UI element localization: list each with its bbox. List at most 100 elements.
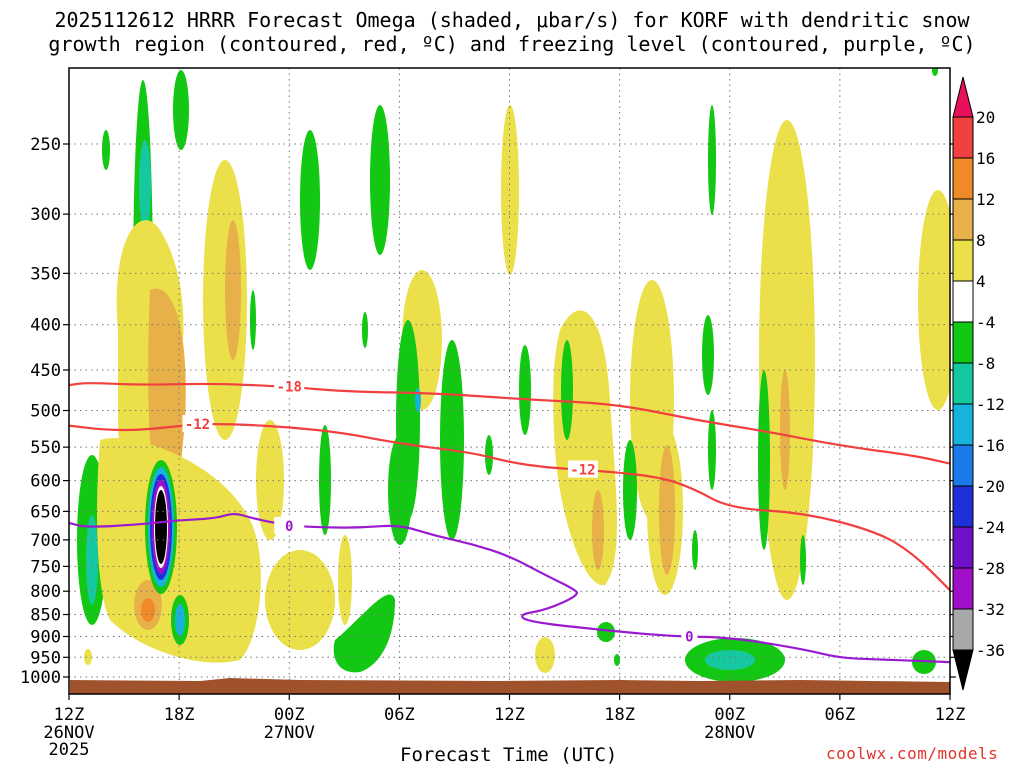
contour-label: 0 xyxy=(285,519,293,535)
y-tick-label: 700 xyxy=(30,531,61,551)
colorbar-label: -32 xyxy=(976,600,1005,619)
colorbar-bottom-arrow xyxy=(952,649,974,691)
x-tick-date: 28NOV xyxy=(704,723,755,743)
colorbar-label: -8 xyxy=(976,354,995,373)
omega-blob xyxy=(800,535,806,585)
colorbar-label: -16 xyxy=(976,436,1005,455)
omega-blob xyxy=(759,120,815,600)
omega-blob xyxy=(623,440,637,540)
colorbar-label: -36 xyxy=(976,641,1005,660)
colorbar-swatch xyxy=(952,362,974,405)
colorbar-swatch xyxy=(952,485,974,528)
y-tick-label: 250 xyxy=(30,135,61,155)
omega-blob xyxy=(918,190,950,410)
x-tick-label: 18Z xyxy=(604,705,635,725)
colorbar-label: 8 xyxy=(976,231,986,250)
omega-blob xyxy=(84,649,92,665)
y-tick-label: 950 xyxy=(30,648,61,668)
omega-blob xyxy=(250,290,256,350)
omega-blob xyxy=(932,68,938,76)
omega-blob xyxy=(102,130,110,170)
omega-blob xyxy=(708,410,716,490)
contour-label: -12 xyxy=(185,417,210,433)
omega-blob xyxy=(614,654,620,666)
omega-blob xyxy=(415,388,421,412)
contour-label-bg xyxy=(274,377,305,395)
colorbar-swatch xyxy=(952,198,974,241)
omega-blob xyxy=(705,650,755,670)
colorbar-label: 12 xyxy=(976,190,995,209)
omega-blob xyxy=(319,425,331,535)
y-tick-label: 850 xyxy=(30,606,61,626)
y-tick-label: 600 xyxy=(30,472,61,492)
omega-blob xyxy=(519,345,531,435)
omega-blob xyxy=(440,340,464,540)
colorbar-swatch xyxy=(952,239,974,282)
omega-blob xyxy=(175,604,185,636)
colorbar-label: -28 xyxy=(976,559,1005,578)
omega-blob xyxy=(708,105,716,215)
contour-label-bg xyxy=(681,627,698,645)
y-tick-label: 450 xyxy=(30,361,61,381)
omega-blob xyxy=(592,490,604,570)
omega-core xyxy=(155,490,167,564)
omega-shading xyxy=(77,68,950,682)
x-tick-label: 12Z xyxy=(54,705,85,725)
contour-label: 0 xyxy=(685,629,693,645)
colorbar-label: -4 xyxy=(976,313,995,332)
omega-blob xyxy=(141,598,155,622)
colorbar-swatch xyxy=(952,444,974,487)
source-credit: coolwx.com/models xyxy=(826,744,999,763)
y-tick-label: 750 xyxy=(30,557,61,577)
omega-blob xyxy=(597,622,615,642)
colorbar-top-arrow xyxy=(952,76,974,118)
contour-lines: -18 -12 -12 0 0 xyxy=(69,377,950,664)
contour-label: -18 xyxy=(277,380,302,396)
colorbar-label: -20 xyxy=(976,477,1005,496)
colorbar-swatch xyxy=(952,403,974,446)
omega-blob xyxy=(362,312,368,348)
colorbar-swatch xyxy=(952,526,974,569)
omega-blob xyxy=(300,130,320,270)
gridlines xyxy=(69,68,950,694)
x-tick-label: 18Z xyxy=(164,705,195,725)
colorbar-swatch xyxy=(952,608,974,651)
colorbar-label: -12 xyxy=(976,395,1005,414)
omega-blob xyxy=(702,315,714,395)
colorbar-swatch xyxy=(952,116,974,159)
colorbar-swatch xyxy=(952,567,974,610)
x-tick-label: 06Z xyxy=(825,705,856,725)
omega-blob xyxy=(256,420,284,540)
colorbar-label: 4 xyxy=(976,272,986,291)
x-tick-date: 26NOV xyxy=(43,723,94,743)
colorbar-swatch xyxy=(952,157,974,200)
omega-blob xyxy=(388,435,412,545)
y-tick-label: 350 xyxy=(30,264,61,284)
x-tick-year: 2025 xyxy=(49,740,90,760)
colorbar: 20 16 12 8 4 -4 -8 -12 -16 -20 -24 -28 -32 -36 xyxy=(952,76,1005,691)
omega-blob xyxy=(173,70,189,150)
contour-label-bg xyxy=(182,415,213,433)
omega-blob xyxy=(333,594,395,673)
y-axis: 2503003504004505005506006507007508008509… xyxy=(20,135,956,688)
terrain-surface xyxy=(70,678,950,694)
y-tick-label: 1000 xyxy=(20,668,61,688)
contour-line xyxy=(69,423,950,591)
y-tick-label: 900 xyxy=(30,627,61,647)
omega-blob xyxy=(86,515,98,605)
y-tick-label: 650 xyxy=(30,502,61,522)
omega-blob xyxy=(370,105,390,255)
omega-blob xyxy=(139,140,151,230)
contour-label-bg xyxy=(567,460,598,478)
y-tick-label: 500 xyxy=(30,402,61,422)
x-tick-label: 00Z xyxy=(714,705,745,725)
omega-blob xyxy=(535,637,555,673)
colorbar-swatch xyxy=(952,280,974,323)
omega-blob xyxy=(561,340,573,440)
omega-blob xyxy=(225,220,241,360)
x-tick-label: 12Z xyxy=(935,705,966,725)
omega-blob xyxy=(758,370,770,550)
contour-label: -12 xyxy=(570,463,595,479)
